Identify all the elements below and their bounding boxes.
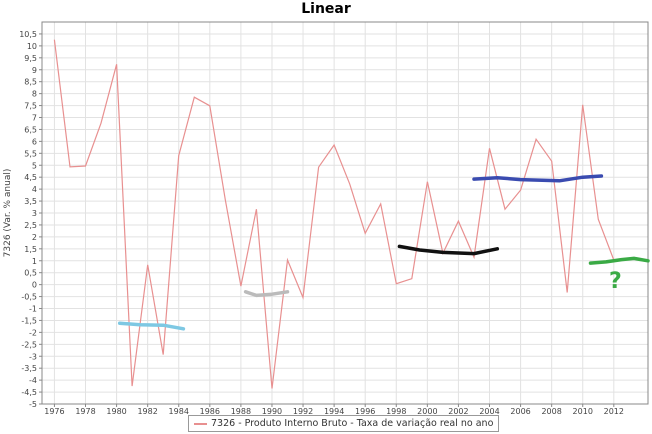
- y-tick-label: 2: [32, 233, 37, 242]
- y-axis-label: 7326 (Var. % anual): [3, 169, 13, 258]
- legend: 7326 - Produto Interno Bruto - Taxa de v…: [188, 415, 500, 432]
- y-tick-label: 5: [32, 161, 37, 170]
- y-tick-label: -4,5: [21, 388, 37, 397]
- y-tick-label: 3,5: [24, 197, 37, 206]
- y-tick-label: -0,5: [21, 293, 37, 302]
- y-tick-label: 3: [32, 209, 37, 218]
- y-tick-label: -2: [29, 328, 37, 337]
- annotation-stroke: [472, 174, 604, 183]
- chart-title: Linear: [301, 1, 351, 17]
- x-tick-label: 1996: [355, 407, 375, 416]
- y-tick-label: 9,5: [24, 54, 37, 63]
- x-tick-label: 2008: [541, 407, 561, 416]
- y-tick-label: 8: [32, 90, 37, 99]
- y-tick-label: 0: [32, 281, 37, 290]
- annotation-stroke: [397, 244, 500, 256]
- y-tick-label: 10: [27, 42, 37, 51]
- y-tick-label: 4,5: [24, 173, 37, 182]
- x-tick-label: 1994: [324, 407, 344, 416]
- x-tick-label: 1990: [262, 407, 282, 416]
- legend-swatch: [194, 422, 207, 425]
- x-tick-label: 2012: [604, 407, 624, 416]
- y-tick-label: 0,5: [24, 269, 37, 278]
- annotation-stroke: [117, 321, 186, 331]
- y-tick-label: -2,5: [21, 340, 37, 349]
- y-tick-label: -1,5: [21, 316, 37, 325]
- series-layer: [53, 39, 615, 389]
- x-tick-label: 1988: [231, 407, 251, 416]
- y-tick-label: 1: [32, 257, 37, 266]
- x-tick-label: 2006: [510, 407, 530, 416]
- x-tick-label: 2002: [448, 407, 468, 416]
- y-tick-label: 7,5: [24, 102, 37, 111]
- x-tick-label: 1982: [137, 407, 157, 416]
- x-tick-label: 2010: [573, 407, 593, 416]
- legend-label: 7326 - Produto Interno Bruto - Taxa de v…: [211, 418, 494, 429]
- y-tick-label: -4: [29, 376, 37, 385]
- x-tick-label: 2000: [417, 407, 437, 416]
- y-tick-label: -1: [29, 305, 37, 314]
- x-tick-label: 1986: [200, 407, 220, 416]
- y-tick-label: 6: [32, 137, 37, 146]
- annotation-stroke: [588, 256, 650, 265]
- y-tick-label: 8,5: [24, 78, 37, 87]
- x-axis: 1976 1978 1980 1982 1984 1986 1988 1990 1992 1994…: [44, 404, 624, 416]
- y-tick-label: -3,5: [21, 364, 37, 373]
- y-tick-label: 4: [32, 185, 37, 194]
- y-tick-label: 2,5: [24, 221, 37, 230]
- annotation-stroke: [243, 290, 290, 298]
- x-tick-label: 1992: [293, 407, 313, 416]
- y-axis: -5 -4,5 -4 -3,5 -3 -2,5 -2 -1,5 -1 -0,5 0 0,5 1 1,5 2 2…: [19, 30, 42, 409]
- series-line: [53, 39, 615, 389]
- x-tick-label: 1998: [386, 407, 406, 416]
- y-tick-label: -5: [29, 400, 37, 409]
- y-tick-label: 5,5: [24, 149, 37, 158]
- annotations-layer: ?: [117, 174, 650, 331]
- y-tick-label: 6,5: [24, 125, 37, 134]
- y-tick-label: 7: [32, 114, 37, 123]
- y-tick-label: 1,5: [24, 245, 37, 254]
- x-tick-label: 2004: [479, 407, 499, 416]
- grid: [42, 22, 648, 405]
- x-tick-label: 1978: [75, 407, 95, 416]
- y-tick-label: 9: [32, 66, 37, 75]
- x-tick-label: 1980: [106, 407, 126, 416]
- annotation-question-mark: ?: [609, 269, 622, 294]
- y-tick-label: 10,5: [19, 30, 37, 39]
- x-tick-label: 1984: [169, 407, 189, 416]
- y-tick-label: -3: [29, 352, 37, 361]
- x-tick-label: 1976: [44, 407, 64, 416]
